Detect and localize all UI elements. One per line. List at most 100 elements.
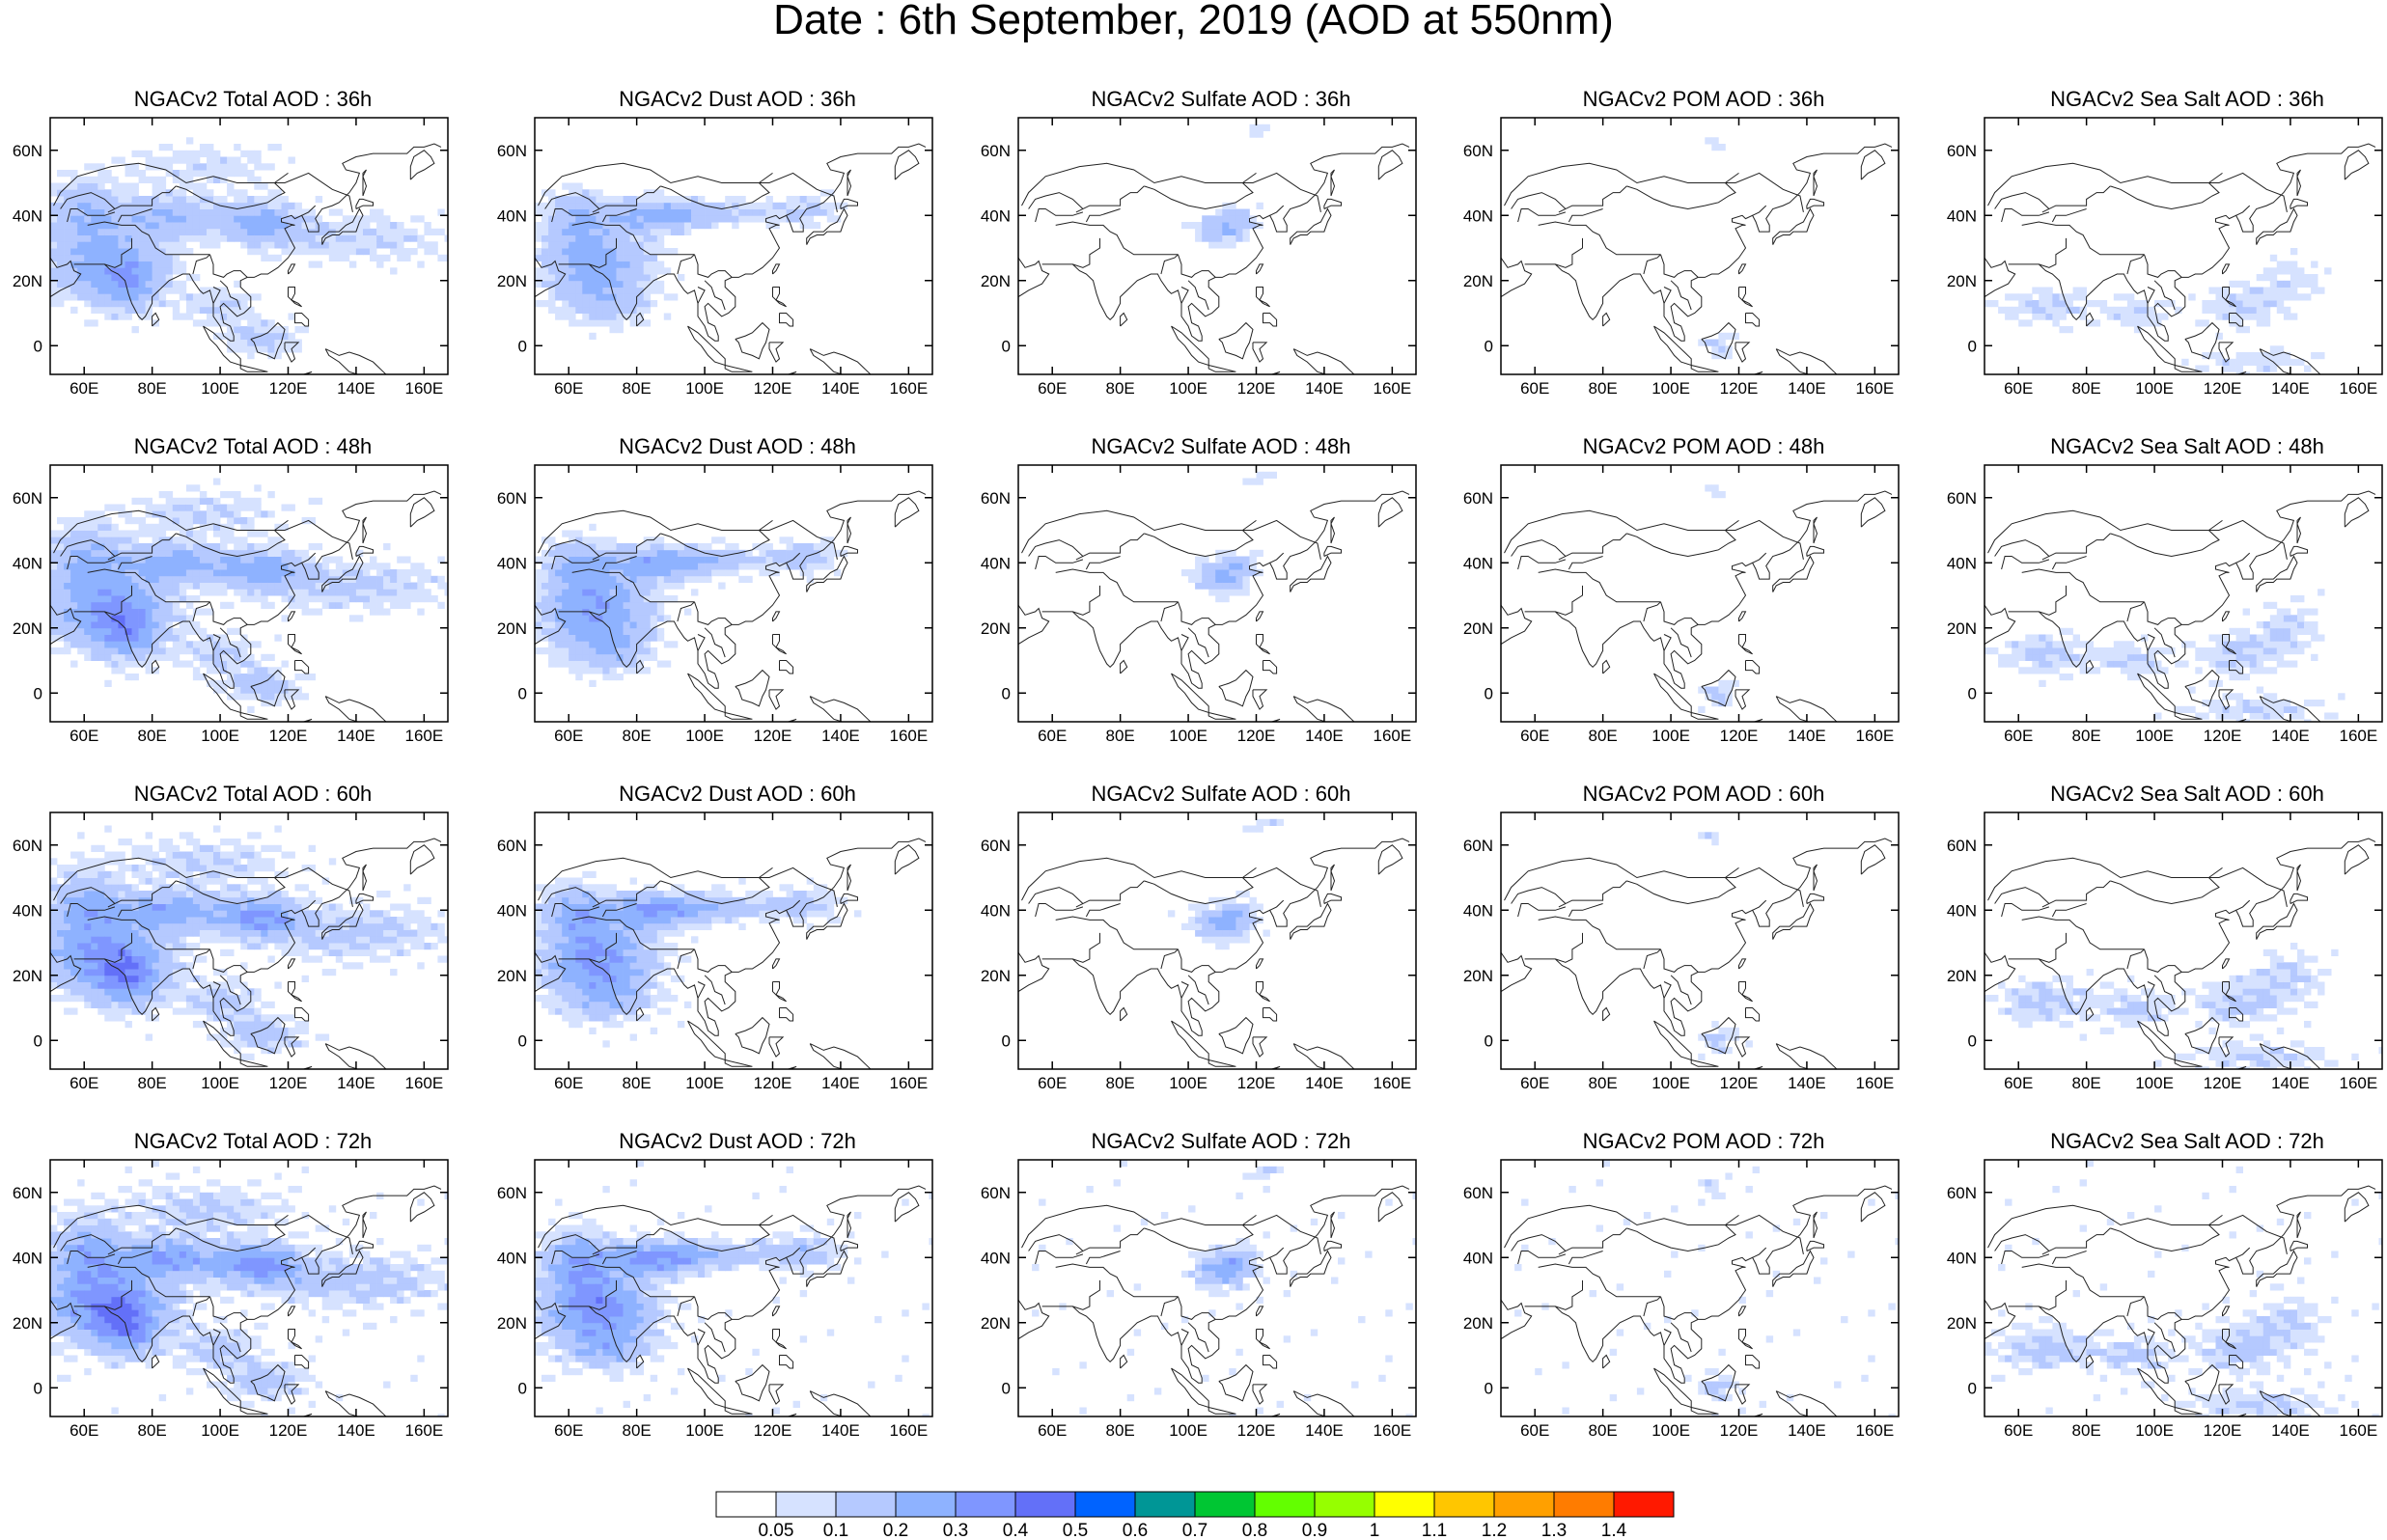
- coastline: [2147, 634, 2155, 651]
- aod-cell: [165, 274, 174, 282]
- aod-cell: [97, 234, 105, 242]
- coastline: [355, 198, 374, 209]
- aod-cell: [91, 627, 98, 635]
- aod-cell: [254, 345, 262, 353]
- aod-cell: [125, 287, 132, 294]
- aod-cell: [84, 877, 92, 885]
- aod-cell: [2290, 615, 2298, 622]
- aod-cell: [609, 241, 617, 249]
- aod-cell: [234, 653, 241, 661]
- aod-cell: [152, 884, 159, 892]
- aod-cell: [294, 202, 302, 209]
- coastline: [1555, 585, 1583, 616]
- aod-cell: [596, 667, 603, 674]
- aod-cell: [84, 949, 92, 956]
- aod-cell: [589, 563, 597, 570]
- aod-cell: [172, 248, 180, 256]
- aod-cell: [261, 1040, 268, 1048]
- lon-tick-label: 140E: [821, 727, 860, 745]
- aod-cell: [145, 647, 153, 655]
- aod-cell: [2032, 653, 2040, 661]
- aod-cell: [1222, 589, 1230, 596]
- aod-cell: [131, 988, 139, 996]
- aod-cell: [294, 922, 302, 930]
- aod-cell: [84, 254, 92, 261]
- aod-cell: [199, 241, 208, 249]
- aod-cell: [57, 910, 65, 918]
- aod-cell: [57, 595, 65, 603]
- aod-cell: [213, 478, 221, 485]
- aod-cell: [179, 543, 187, 551]
- aod-cell: [118, 936, 125, 944]
- aod-cell: [179, 896, 187, 904]
- aod-cell: [335, 208, 344, 216]
- aod-cell: [152, 163, 159, 171]
- aod-cell: [562, 556, 569, 564]
- aod-cell: [2154, 660, 2162, 668]
- aod-cell: [57, 917, 65, 924]
- aod-cell: [417, 575, 425, 583]
- aod-cell: [274, 929, 282, 937]
- aod-cell: [745, 208, 753, 216]
- aod-cell: [294, 549, 302, 557]
- aod-cell: [172, 215, 180, 223]
- aod-cell: [732, 222, 739, 230]
- coastline: [1018, 247, 1050, 298]
- aod-cell: [84, 241, 92, 249]
- aod-cell: [234, 1040, 241, 1048]
- aod-cell: [403, 582, 411, 590]
- coastline: [2041, 533, 2111, 561]
- aod-cell: [158, 254, 167, 261]
- aod-cell: [623, 261, 630, 268]
- aod-cell: [111, 975, 119, 982]
- aod-cell: [50, 910, 58, 918]
- aod-cell: [172, 865, 180, 872]
- aod-cell: [2256, 647, 2264, 655]
- aod-cell: [541, 582, 549, 590]
- aod-cell: [663, 660, 672, 668]
- aod-cell: [342, 241, 350, 249]
- aod-cell: [2276, 293, 2285, 301]
- aod-cell: [254, 851, 262, 859]
- aod-cell: [2039, 647, 2046, 655]
- aod-cell: [247, 903, 255, 911]
- aod-cell: [575, 254, 583, 261]
- aod-cell: [643, 274, 652, 282]
- aod-cell: [227, 667, 235, 674]
- aod-cell: [281, 248, 289, 256]
- aod-cell: [97, 215, 105, 223]
- aod-cell: [569, 319, 576, 327]
- aod-cell: [213, 686, 221, 694]
- aod-cell: [397, 582, 404, 590]
- aod-cell: [363, 582, 371, 590]
- coastline: [1263, 660, 1278, 674]
- aod-cell: [1718, 352, 1726, 360]
- aod-cell: [240, 300, 248, 308]
- aod-cell: [213, 910, 221, 918]
- aod-cell: [131, 949, 139, 956]
- aod-cell: [786, 536, 793, 544]
- aod-cell: [199, 549, 208, 557]
- aod-cell: [77, 995, 85, 1003]
- aod-cell: [348, 949, 357, 956]
- aod-cell: [342, 234, 350, 242]
- coastline: [1670, 627, 1692, 658]
- aod-cell: [582, 228, 590, 235]
- aod-cell: [152, 261, 159, 268]
- aod-cell: [104, 517, 112, 525]
- aod-cell: [342, 563, 350, 570]
- aod-cell: [199, 306, 208, 314]
- aod-cell: [97, 306, 105, 314]
- aod-cell: [698, 549, 706, 557]
- aod-cell: [430, 595, 438, 603]
- aod-cell: [91, 293, 98, 301]
- aod-cell: [57, 865, 65, 872]
- aod-cell: [548, 280, 556, 288]
- aod-cell: [281, 563, 289, 570]
- aod-cell: [348, 896, 357, 904]
- aod-cell: [2290, 287, 2298, 294]
- aod-cell: [213, 929, 221, 937]
- aod-cell: [91, 543, 98, 551]
